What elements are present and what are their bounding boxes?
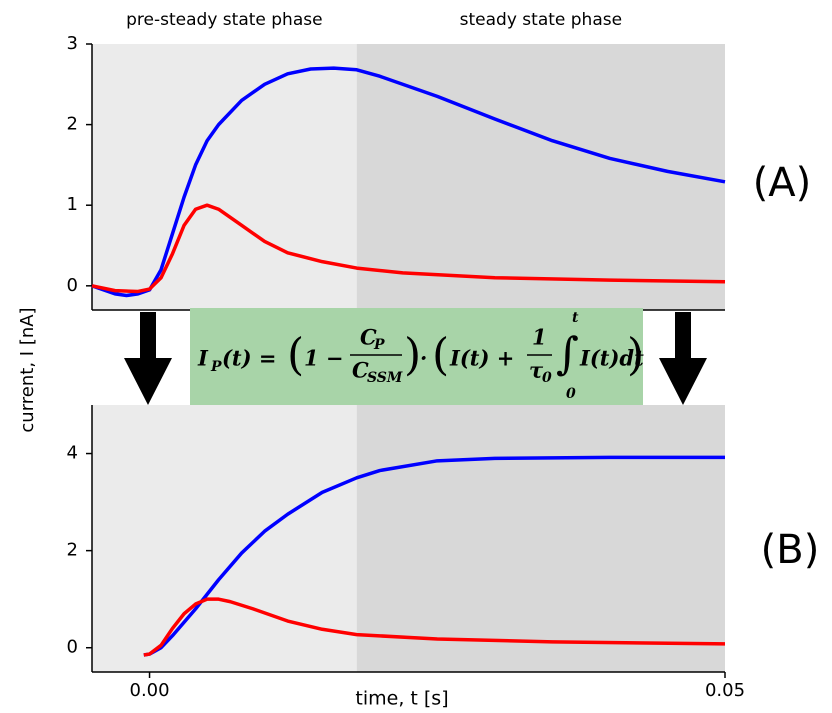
formula-part: I(t) +	[449, 346, 514, 371]
y-tick-label: 4	[67, 443, 78, 464]
arrow	[659, 312, 707, 405]
formula-part: τ	[529, 358, 544, 383]
phase-region	[356, 44, 725, 310]
formula-part: I(t)dt	[579, 346, 644, 371]
formula-part: 1	[532, 325, 547, 350]
x-tick-label: 0.00	[130, 680, 170, 701]
x-tick-label: 0.05	[705, 680, 745, 701]
y-tick-label: 3	[67, 33, 78, 54]
panel-label: (A)	[753, 160, 812, 206]
formula-part: P	[373, 337, 385, 353]
y-tick-label: 1	[67, 194, 78, 215]
y-tick-label: 0	[67, 275, 78, 296]
y-tick-label: 0	[67, 637, 78, 658]
line-series	[143, 455, 725, 657]
formula-part: P	[210, 359, 222, 375]
y-tick-label: 2	[67, 114, 78, 135]
phase-region	[92, 405, 357, 672]
formula-part: 0	[566, 386, 576, 402]
phase-label: pre-steady state phase	[126, 10, 322, 30]
line-series	[91, 203, 726, 294]
formula-part: ·	[420, 346, 427, 371]
plots: pre-steady state phase steady state phase…	[67, 10, 745, 701]
formula-part: )	[627, 330, 644, 381]
phase-region	[92, 44, 357, 310]
phase-region	[356, 405, 725, 672]
formula-part: (	[287, 330, 304, 381]
line-series	[143, 597, 726, 657]
formula-part: SSM	[367, 370, 403, 386]
line-series	[91, 66, 726, 298]
formula-part: (	[432, 330, 449, 381]
formula-part: C	[352, 358, 369, 383]
arrows	[124, 312, 707, 405]
phase-label: steady state phase	[460, 10, 622, 30]
formula-part: ∫	[556, 329, 579, 380]
formula-part: C	[360, 325, 377, 350]
formula-box: I P (t) = ( 1 − C P C SSM ) · ( I(t) + 1…	[190, 308, 644, 405]
formula-background	[190, 308, 643, 405]
formula-part: I	[197, 346, 209, 371]
formula-part: t	[572, 310, 579, 326]
formula-part: 0	[542, 370, 552, 386]
formula-part: 1 −	[304, 346, 344, 371]
x-axis-label: time, t [s]	[355, 688, 448, 710]
panel-label: (B)	[761, 527, 820, 573]
arrow	[124, 312, 172, 405]
formula-part: (t) =	[222, 346, 276, 371]
y-axis-label: current, I [nA]	[17, 307, 38, 432]
y-tick-label: 2	[67, 540, 78, 561]
formula-part: )	[404, 330, 421, 381]
